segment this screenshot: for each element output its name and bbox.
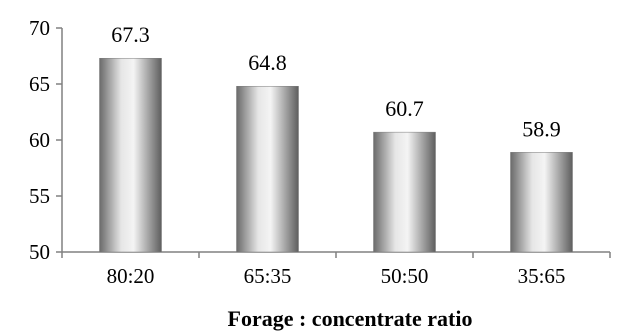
data-label: 64.8: [248, 50, 287, 75]
x-axis: 80:20 65:35 50:50 35:65: [61, 251, 611, 288]
y-axis: 50 55 60 65 70: [29, 16, 63, 264]
x-tick-label: 50:50: [381, 264, 429, 288]
bar-80-20: [99, 57, 162, 253]
data-label: 60.7: [385, 96, 424, 121]
y-tick-label: 70: [29, 16, 50, 40]
bar-50-50: [373, 131, 436, 253]
bars: [99, 57, 573, 253]
x-axis-title: Forage : concentrate ratio: [228, 306, 473, 331]
data-label: 67.3: [111, 22, 150, 47]
bar-35-65: [510, 152, 573, 253]
y-tick-label: 50: [29, 240, 50, 264]
x-tick-label: 35:65: [518, 264, 566, 288]
y-tick-label: 60: [29, 128, 50, 152]
data-labels: 67.3 64.8 60.7 58.9: [111, 22, 561, 141]
x-tick-label: 80:20: [107, 264, 155, 288]
y-tick-label: 55: [29, 184, 50, 208]
y-tick-label: 65: [29, 72, 50, 96]
data-label: 58.9: [522, 116, 561, 141]
bar-65-35: [236, 85, 299, 253]
x-tick-label: 65:35: [244, 264, 292, 288]
